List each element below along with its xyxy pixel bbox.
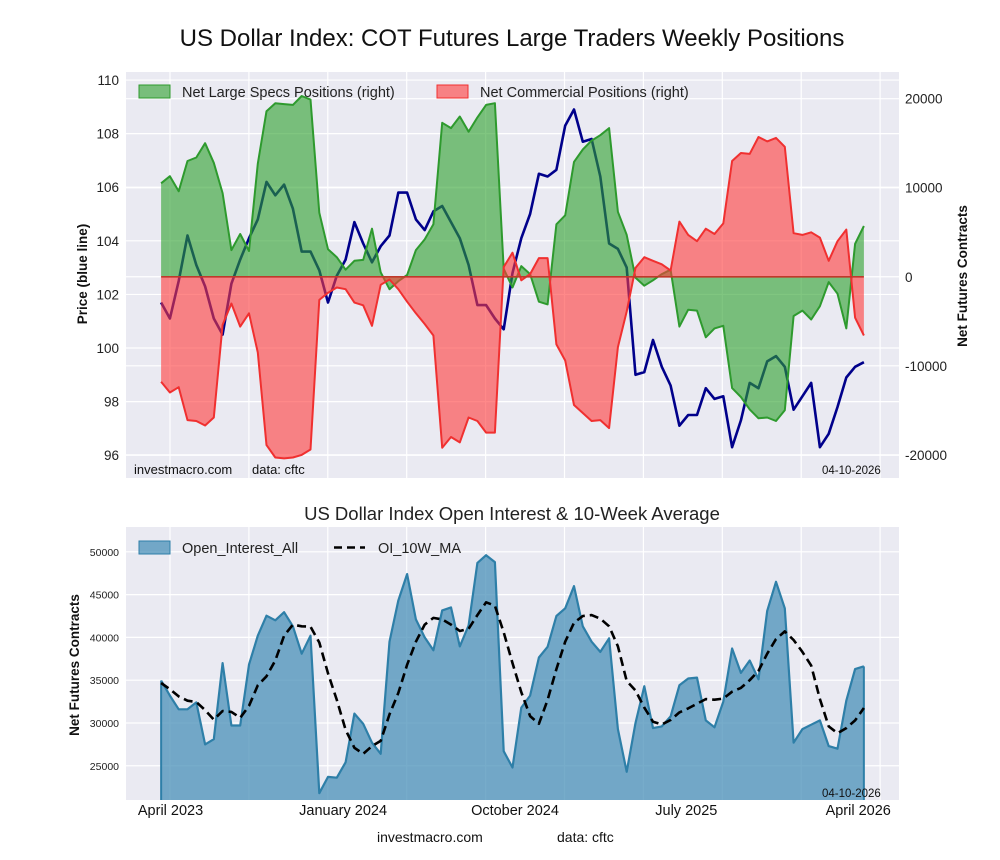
right-tick-label: -20000 (905, 448, 947, 463)
legend-swatch-green (138, 84, 171, 99)
x-axis-ticks: April 2023 January 2024 October 2024 July 2… (138, 803, 891, 819)
right-tick-label: 0 (905, 270, 913, 285)
open-interest-chart: 25000 30000 35000 40000 45000 50000 April 202… (67, 527, 899, 819)
right-axis-label: Net Futures Contracts (955, 205, 970, 347)
left-axis-ticks: 96 98 100 102 104 106 108 110 (96, 73, 119, 463)
right-tick-label: 20000 (905, 92, 943, 107)
legend-item-commercial: Net Commercial Positions (right) (436, 84, 689, 101)
x-tick-label: April 2026 (826, 803, 891, 819)
y-tick-label: 30000 (90, 718, 119, 730)
legend-label: Net Commercial Positions (right) (480, 85, 689, 101)
left-tick-label: 98 (104, 395, 119, 410)
legend-item-specs: Net Large Specs Positions (right) (138, 84, 395, 101)
legend-swatch-blue (138, 540, 171, 555)
right-axis-ticks: -20000 -10000 0 10000 20000 (905, 92, 947, 463)
left-axis-label: Price (blue line) (75, 224, 90, 325)
y-tick-label: 25000 (90, 761, 119, 773)
legend-label: Open_Interest_All (182, 541, 298, 557)
as-of-date: 04-10-2026 (822, 465, 881, 477)
left-tick-label: 106 (96, 180, 119, 195)
commercial-line (160, 136, 865, 460)
watermark-site: investmacro.com (134, 462, 232, 477)
left-tick-label: 110 (97, 73, 119, 88)
y-tick-label: 45000 (90, 590, 119, 602)
right-tick-label: 10000 (905, 181, 943, 196)
footer-source: data: cftc (557, 829, 614, 845)
x-tick-label: January 2024 (299, 803, 387, 819)
open-interest-line (160, 554, 865, 795)
legend-item-moving-average: OI_10W_MA (334, 541, 461, 557)
y-tick-label: 50000 (90, 547, 119, 559)
left-tick-label: 104 (96, 234, 119, 249)
legend: Net Large Specs Positions (right) Net Co… (138, 84, 689, 101)
chart-title: US Dollar Index: COT Futures Large Trade… (180, 25, 845, 52)
moving-average-line (160, 600, 865, 756)
watermark-source: data: cftc (252, 462, 305, 477)
y-tick-label: 35000 (90, 675, 119, 687)
chart-marks (159, 95, 865, 460)
left-tick-label: 108 (96, 127, 119, 142)
as-of-date: 04-10-2026 (822, 788, 881, 800)
chart-marks (160, 554, 865, 800)
y-tick-label: 40000 (90, 632, 119, 644)
y-axis-label: Net Futures Contracts (67, 594, 82, 736)
y-axis-ticks: 25000 30000 35000 40000 45000 50000 (90, 547, 119, 773)
left-tick-label: 100 (96, 341, 119, 356)
legend-label: OI_10W_MA (378, 541, 461, 557)
commercial-area (161, 137, 864, 459)
specs-area (161, 96, 864, 421)
subplot-title: US Dollar Index Open Interest & 10-Week … (304, 503, 720, 524)
legend-label: Net Large Specs Positions (right) (182, 85, 395, 101)
x-tick-label: April 2023 (138, 803, 203, 819)
open-interest-area (161, 555, 864, 800)
legend-swatch-red (436, 84, 469, 99)
cot-positions-chart: 96 98 100 102 104 106 108 110 -20000 -10000 0 1000… (75, 72, 970, 478)
left-tick-label: 102 (96, 287, 119, 302)
x-tick-label: October 2024 (471, 803, 559, 819)
legend-item-open-interest: Open_Interest_All (138, 540, 298, 557)
left-tick-label: 96 (104, 448, 119, 463)
right-tick-label: -10000 (905, 359, 947, 374)
legend: Open_Interest_All OI_10W_MA (138, 540, 461, 557)
x-tick-label: July 2025 (655, 803, 717, 819)
footer-site: investmacro.com (377, 829, 483, 845)
specs-line (160, 95, 865, 422)
